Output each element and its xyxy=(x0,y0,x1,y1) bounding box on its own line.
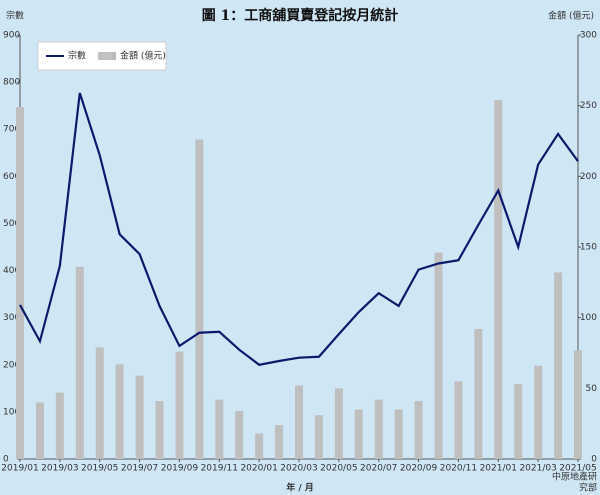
y-axis-title: 宗數 xyxy=(6,10,24,22)
x-tick-label: 2020/01 xyxy=(240,464,277,474)
bar xyxy=(255,433,264,459)
bar xyxy=(394,409,403,459)
y-tick-label: 100 xyxy=(3,407,20,417)
x-tick-label: 2019/07 xyxy=(121,464,158,474)
bar xyxy=(115,364,124,459)
y2-tick-label: 250 xyxy=(580,101,597,111)
bar xyxy=(75,266,84,459)
x-tick-label: 2021/01 xyxy=(480,464,517,474)
y-tick-label: 700 xyxy=(3,125,20,135)
chart-title: 圖 1：工商舖買賣登記按月統計 xyxy=(202,7,399,24)
y-tick-label: 200 xyxy=(3,360,20,370)
bar xyxy=(55,392,64,459)
bar xyxy=(295,385,303,459)
y-tick-label: 300 xyxy=(3,313,20,323)
y-tick-label: 800 xyxy=(3,78,20,88)
bar xyxy=(215,399,224,459)
bar xyxy=(354,409,363,459)
bar xyxy=(474,328,483,459)
bar xyxy=(554,272,563,459)
y2-tick-label: 100 xyxy=(580,313,597,323)
x-axis-title: 年 / 月 xyxy=(286,482,314,494)
bar xyxy=(434,252,443,459)
bar xyxy=(334,388,343,459)
bar xyxy=(414,401,423,459)
x-tick-label: 2019/11 xyxy=(201,464,238,474)
x-tick-label: 2021/05 xyxy=(559,464,596,474)
bar xyxy=(514,384,523,459)
legend-label: 金額 (億元) xyxy=(120,50,166,62)
x-tick-label: 2019/05 xyxy=(81,464,118,474)
y-tick-label: 400 xyxy=(3,266,20,276)
bar xyxy=(16,107,24,459)
y-tick-label: 0 xyxy=(3,455,9,465)
bar xyxy=(275,425,284,459)
line xyxy=(19,92,579,366)
y2-tick-label: 150 xyxy=(580,243,597,253)
x-tick-label: 2019/03 xyxy=(41,464,78,474)
bar xyxy=(235,410,244,459)
bar xyxy=(374,399,383,459)
bar xyxy=(155,401,164,459)
bar xyxy=(135,375,144,459)
bar xyxy=(35,402,44,459)
legend-swatch xyxy=(98,52,117,60)
bar xyxy=(95,347,104,459)
x-tick-label: 2019/09 xyxy=(161,464,199,474)
bar xyxy=(574,350,582,459)
bar xyxy=(534,365,543,459)
legend-label: 宗數 xyxy=(68,50,86,62)
x-tick-label: 2020/11 xyxy=(440,464,477,474)
y-tick-label: 500 xyxy=(3,219,20,229)
y2-tick-label: 200 xyxy=(580,172,597,182)
y-tick-label: 900 xyxy=(3,31,20,41)
source-note: 究部 xyxy=(579,482,597,494)
x-tick-label: 2020/03 xyxy=(280,464,317,474)
bar xyxy=(314,415,323,459)
y2-tick-label: 0 xyxy=(591,455,597,465)
source-note: 中原地產研 xyxy=(552,471,597,483)
x-tick-label: 2020/07 xyxy=(360,464,397,474)
x-tick-label: 2019/01 xyxy=(1,464,38,474)
bar xyxy=(454,381,463,459)
y2-axis-title: 金額 (億元) xyxy=(548,10,594,22)
x-tick-label: 2021/03 xyxy=(519,464,556,474)
y-tick-label: 600 xyxy=(3,172,20,182)
x-tick-label: 2020/05 xyxy=(320,464,357,474)
y2-tick-label: 300 xyxy=(580,31,597,41)
y2-tick-label: 50 xyxy=(586,384,598,394)
bar xyxy=(195,139,204,459)
bar xyxy=(175,351,184,459)
bar xyxy=(494,100,503,459)
x-tick-label: 2020/09 xyxy=(400,464,438,474)
